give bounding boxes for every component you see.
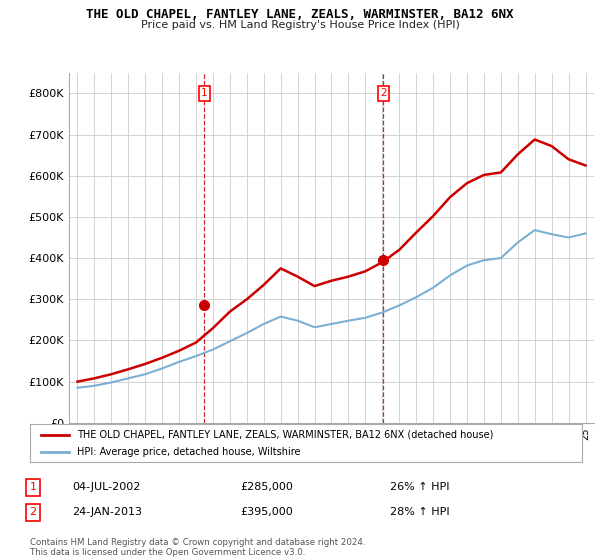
Text: HPI: Average price, detached house, Wiltshire: HPI: Average price, detached house, Wilt… (77, 447, 301, 458)
Text: 26% ↑ HPI: 26% ↑ HPI (390, 482, 449, 492)
Text: Contains HM Land Registry data © Crown copyright and database right 2024.
This d: Contains HM Land Registry data © Crown c… (30, 538, 365, 557)
Text: £285,000: £285,000 (240, 482, 293, 492)
Text: 24-JAN-2013: 24-JAN-2013 (72, 507, 142, 517)
Text: 28% ↑ HPI: 28% ↑ HPI (390, 507, 449, 517)
Text: £395,000: £395,000 (240, 507, 293, 517)
Text: 2: 2 (29, 507, 37, 517)
Text: THE OLD CHAPEL, FANTLEY LANE, ZEALS, WARMINSTER, BA12 6NX (detached house): THE OLD CHAPEL, FANTLEY LANE, ZEALS, WAR… (77, 430, 493, 440)
Text: 2: 2 (380, 88, 387, 99)
Text: 1: 1 (201, 88, 208, 99)
Text: 04-JUL-2002: 04-JUL-2002 (72, 482, 140, 492)
Text: Price paid vs. HM Land Registry's House Price Index (HPI): Price paid vs. HM Land Registry's House … (140, 20, 460, 30)
Text: 1: 1 (29, 482, 37, 492)
Text: THE OLD CHAPEL, FANTLEY LANE, ZEALS, WARMINSTER, BA12 6NX: THE OLD CHAPEL, FANTLEY LANE, ZEALS, WAR… (86, 8, 514, 21)
